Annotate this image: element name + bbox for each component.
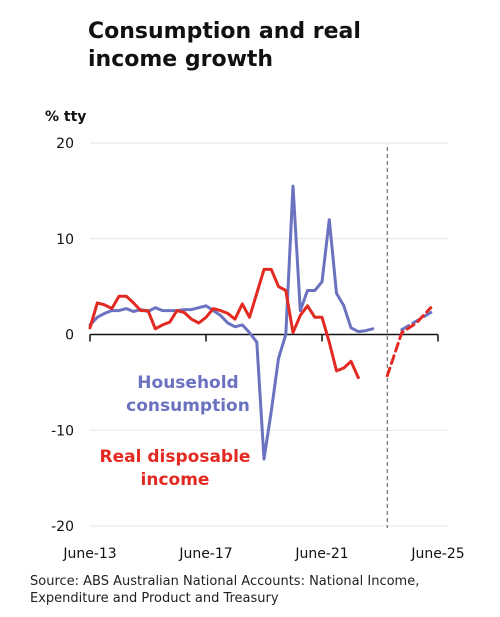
series-forecast-1 <box>385 306 433 378</box>
x-tick-label: June-13 <box>62 546 116 562</box>
series-line-1 <box>88 267 360 380</box>
series-lines <box>88 184 433 461</box>
series-line-0 <box>88 184 375 461</box>
series-forecast-0 <box>400 311 433 332</box>
series-label-0: consumption <box>126 396 250 416</box>
series-labels: Household consumption Real disposable incom… <box>100 373 251 490</box>
y-axis-label: % tty <box>45 109 86 125</box>
chart-title: Consumption and real income growth <box>88 18 468 74</box>
line-chart: % tty 20 10 0 -10 -20 June-13 June-17 June-21 Jun… <box>45 109 465 562</box>
x-tick-label: June-25 <box>410 546 464 562</box>
x-tick-label: June-21 <box>294 546 348 562</box>
x-tick-label: June-17 <box>178 546 232 562</box>
axes: % tty 20 10 0 -10 -20 June-13 June-17 June-21 Jun… <box>45 109 465 562</box>
y-tick-label: 0 <box>65 328 74 344</box>
source-note: Source: ABS Australian National Accounts… <box>30 574 420 606</box>
y-tick-label: -20 <box>51 519 74 535</box>
series-label-0: Household <box>137 373 238 393</box>
chart-title-line-2: income growth <box>88 47 274 72</box>
chart-title-line-1: Consumption and real <box>88 19 361 44</box>
y-tick-label: 20 <box>56 136 74 152</box>
y-tick-label: -10 <box>51 423 74 439</box>
series-label-1: Real disposable <box>100 447 251 467</box>
y-tick-label: 10 <box>56 232 74 248</box>
series-label-1: income <box>141 470 210 490</box>
